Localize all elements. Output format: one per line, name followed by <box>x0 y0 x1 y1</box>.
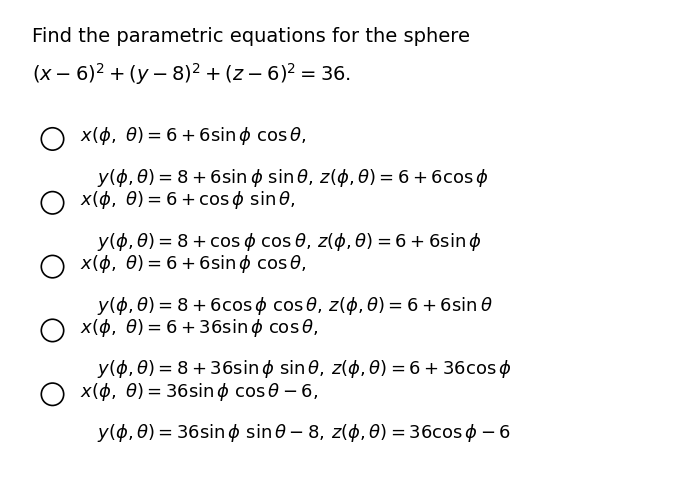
Text: $x(\phi,\ \theta) = 6 + 36\sin\phi\ \cos\theta,$: $x(\phi,\ \theta) = 6 + 36\sin\phi\ \cos… <box>80 317 318 339</box>
Text: $x(\phi,\ \theta) = 6 + 6\sin\phi\ \cos\theta,$: $x(\phi,\ \theta) = 6 + 6\sin\phi\ \cos\… <box>80 125 307 147</box>
Text: $y(\phi,\theta) = 8 + 6\cos\phi\ \cos\theta,\, z(\phi,\theta) = 6 + 6\sin\theta$: $y(\phi,\theta) = 8 + 6\cos\phi\ \cos\th… <box>97 295 492 317</box>
Text: $y(\phi,\theta) = 36\sin\phi\ \sin\theta - 8,\, z(\phi,\theta) = 36\cos\phi - 6$: $y(\phi,\theta) = 36\sin\phi\ \sin\theta… <box>97 422 511 444</box>
Text: $x(\phi,\ \theta) = 36\sin\phi\ \cos\theta - 6,$: $x(\phi,\ \theta) = 36\sin\phi\ \cos\the… <box>80 381 318 403</box>
Text: $y(\phi,\theta) = 8 + 36\sin\phi\ \sin\theta,\, z(\phi,\theta) = 6 + 36\cos\phi$: $y(\phi,\theta) = 8 + 36\sin\phi\ \sin\t… <box>97 358 512 381</box>
Text: Find the parametric equations for the sphere: Find the parametric equations for the sp… <box>32 27 470 46</box>
Text: $y(\phi,\theta) = 8 + \cos\phi\ \cos\theta,\, z(\phi,\theta) = 6 + 6\sin\phi$: $y(\phi,\theta) = 8 + \cos\phi\ \cos\the… <box>97 231 482 253</box>
Text: $y(\phi,\theta) = 8 + 6\sin\phi\ \sin\theta,\, z(\phi,\theta) = 6 + 6\cos\phi$: $y(\phi,\theta) = 8 + 6\sin\phi\ \sin\th… <box>97 167 489 189</box>
Text: $x(\phi,\ \theta) = 6 + 6\sin\phi\ \cos\theta,$: $x(\phi,\ \theta) = 6 + 6\sin\phi\ \cos\… <box>80 253 307 275</box>
Text: $x(\phi,\ \theta) = 6 + \cos\phi\ \sin\theta,$: $x(\phi,\ \theta) = 6 + \cos\phi\ \sin\t… <box>80 189 296 211</box>
Text: $(x - 6)^2 + (y - 8)^2 + (z - 6)^2 = 36.$: $(x - 6)^2 + (y - 8)^2 + (z - 6)^2 = 36.… <box>32 61 351 87</box>
